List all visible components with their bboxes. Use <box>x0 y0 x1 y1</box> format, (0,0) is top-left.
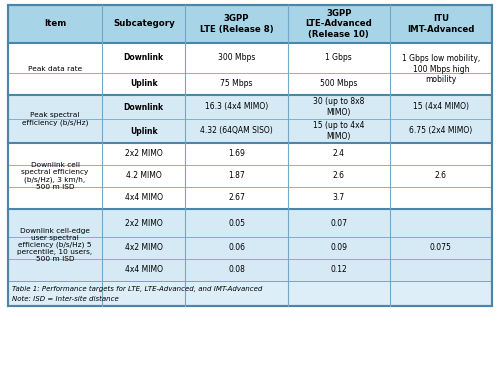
Text: 1.69: 1.69 <box>228 149 245 158</box>
Text: 2.67: 2.67 <box>228 194 245 202</box>
Text: 15 (4x4 MIMO): 15 (4x4 MIMO) <box>413 102 469 112</box>
Text: 75 Mbps: 75 Mbps <box>220 80 253 88</box>
Text: 2.6: 2.6 <box>332 171 344 181</box>
Text: 6.75 (2x4 MIMO): 6.75 (2x4 MIMO) <box>410 126 472 136</box>
Text: 1 Gbps: 1 Gbps <box>326 53 352 62</box>
Text: 4.32 (64QAM SISO): 4.32 (64QAM SISO) <box>200 126 273 136</box>
Text: 0.12: 0.12 <box>330 266 347 274</box>
Text: 500 Mbps: 500 Mbps <box>320 80 358 88</box>
Text: 0.07: 0.07 <box>330 218 347 227</box>
Text: Downlink: Downlink <box>124 53 164 62</box>
Text: 0.075: 0.075 <box>430 243 452 253</box>
Text: 2.6: 2.6 <box>435 171 447 181</box>
Text: 0.06: 0.06 <box>228 243 245 253</box>
Bar <box>8 5 492 43</box>
Text: 3GPP
LTE (Release 8): 3GPP LTE (Release 8) <box>200 14 274 34</box>
Text: ITU
IMT-Advanced: ITU IMT-Advanced <box>407 14 474 34</box>
Text: 3GPP
LTE-Advanced
(Release 10): 3GPP LTE-Advanced (Release 10) <box>306 9 372 39</box>
Bar <box>8 281 492 306</box>
Text: 2x2 MIMO: 2x2 MIMO <box>125 218 162 227</box>
Text: 0.05: 0.05 <box>228 218 245 227</box>
Text: 4x2 MIMO: 4x2 MIMO <box>125 243 162 253</box>
Bar <box>8 143 492 209</box>
Text: 0.08: 0.08 <box>228 266 245 274</box>
Text: 16.3 (4x4 MIMO): 16.3 (4x4 MIMO) <box>205 102 268 112</box>
Bar <box>8 95 492 143</box>
Text: Peak data rate: Peak data rate <box>28 66 82 72</box>
Text: 2.4: 2.4 <box>332 149 344 158</box>
Text: 300 Mbps: 300 Mbps <box>218 53 255 62</box>
Bar <box>8 209 492 281</box>
Text: Note: ISD = Inter-site distance: Note: ISD = Inter-site distance <box>12 296 119 302</box>
Text: 4.2 MIMO: 4.2 MIMO <box>126 171 162 181</box>
Text: Downlink cell
spectral efficiency
(b/s/Hz), 3 km/h,
500 m ISD: Downlink cell spectral efficiency (b/s/H… <box>22 162 88 190</box>
Text: 30 (up to 8x8
MIMO): 30 (up to 8x8 MIMO) <box>313 97 364 117</box>
Text: Peak spectral
efficiency (b/s/Hz): Peak spectral efficiency (b/s/Hz) <box>22 112 88 126</box>
Text: 1 Gbps low mobility,
100 Mbps high
mobility: 1 Gbps low mobility, 100 Mbps high mobil… <box>402 54 480 84</box>
Text: Downlink: Downlink <box>124 102 164 112</box>
Text: 2x2 MIMO: 2x2 MIMO <box>125 149 162 158</box>
Text: 0.09: 0.09 <box>330 243 347 253</box>
Bar <box>8 43 492 95</box>
Bar <box>8 5 492 306</box>
Text: 4x4 MIMO: 4x4 MIMO <box>125 194 163 202</box>
Text: 15 (up to 4x4
MIMO): 15 (up to 4x4 MIMO) <box>313 121 364 141</box>
Text: 1.87: 1.87 <box>228 171 245 181</box>
Text: 3.7: 3.7 <box>332 194 345 202</box>
Text: Subcategory: Subcategory <box>113 19 174 29</box>
Text: 4x4 MIMO: 4x4 MIMO <box>125 266 163 274</box>
Text: Uplink: Uplink <box>130 126 158 136</box>
Text: Uplink: Uplink <box>130 80 158 88</box>
Text: Table 1: Performance targets for LTE, LTE-Advanced, and IMT-Advanced: Table 1: Performance targets for LTE, LT… <box>12 285 262 291</box>
Text: Item: Item <box>44 19 66 29</box>
Text: Downlink cell-edge
user spectral
efficiency (b/s/Hz) 5
percentile, 10 users,
500: Downlink cell-edge user spectral efficie… <box>18 228 92 262</box>
